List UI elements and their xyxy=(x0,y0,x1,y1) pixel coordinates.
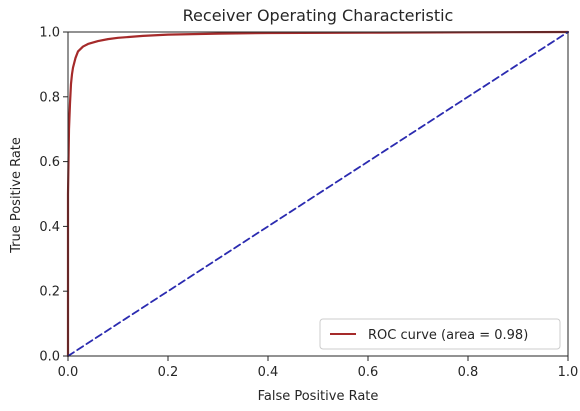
series-line-chance-diagonal xyxy=(67,31,569,357)
x-tick-label: 0.0 xyxy=(58,365,79,380)
x-tick-label: 0.2 xyxy=(158,365,179,380)
x-tick-label: 0.4 xyxy=(258,365,279,380)
y-tick-label: 0.0 xyxy=(39,350,60,365)
x-axis-label: False Positive Rate xyxy=(258,389,379,404)
axis-ticks: 0.0 0.2 0.4 0.6 0.8 1.0 0.0 0.2 0.4 0.6 0.8 1.0 xyxy=(39,26,578,381)
legend-box xyxy=(319,318,561,350)
y-tick-label: 0.8 xyxy=(39,90,60,105)
y-tick-label: 0.4 xyxy=(39,220,60,235)
x-tick-label: 0.8 xyxy=(458,365,479,380)
plot-area xyxy=(66,30,570,358)
legend: ROC curve (area = 0.98) xyxy=(319,318,561,350)
y-tick-label: 0.2 xyxy=(39,285,60,300)
y-tick-label: 1.0 xyxy=(39,26,60,41)
legend-label-roc: ROC curve (area = 0.98) xyxy=(368,328,528,343)
x-tick-label: 1.0 xyxy=(558,365,579,380)
plot-frame xyxy=(67,31,569,357)
series-line-roc xyxy=(66,30,570,358)
x-tick-label: 0.6 xyxy=(358,365,379,380)
y-tick-label: 0.6 xyxy=(39,155,60,170)
chart-title: Receiver Operating Characteristic xyxy=(183,6,454,25)
y-axis-label: True Positive Rate xyxy=(9,137,24,254)
